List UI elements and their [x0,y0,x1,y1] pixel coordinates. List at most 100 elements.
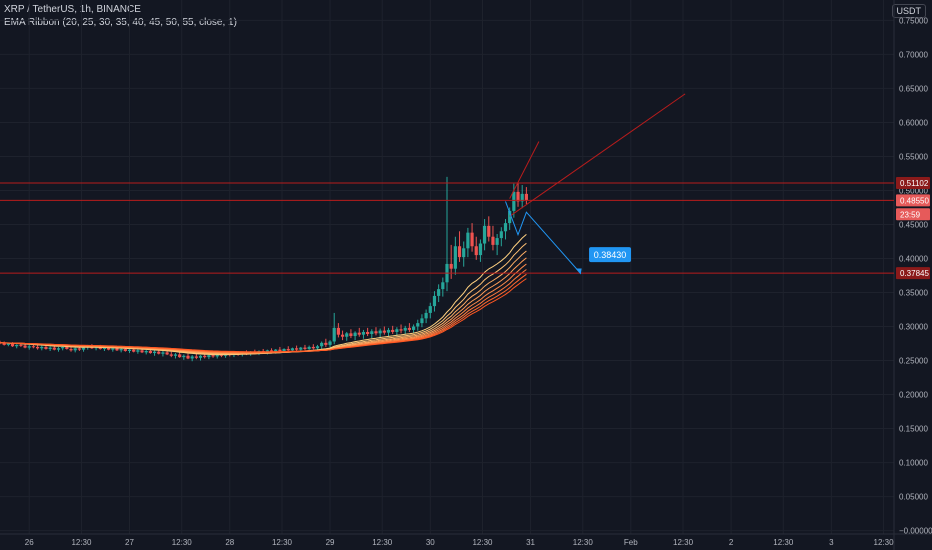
price-tick-label: 0.70000 [899,50,928,59]
candle-body [328,341,332,345]
axis-price-label-box [896,267,930,280]
candle-body [23,345,27,348]
candle-body [274,349,278,352]
candle-body [340,334,345,337]
candle-body [2,342,6,345]
candle-body [182,355,186,358]
candle-body [31,346,36,348]
trendline [509,141,540,199]
candle-body [77,348,81,350]
axis-price-label-box [896,194,930,207]
time-tick-label: 12:30 [172,538,193,547]
symbol-title: XRP / TetherUS, 1h, BINANCE [4,4,141,15]
candle-body [102,347,107,349]
candle-body [416,323,420,327]
candle-body [424,312,428,319]
candle-body [345,333,349,337]
price-tick-label: 0.60000 [899,118,928,127]
candle-body [132,349,136,352]
time-tick-label: 12:30 [71,538,92,547]
candle-body [65,346,69,349]
candle-body [290,348,295,351]
candle-body [278,349,282,352]
candle-body [462,248,466,258]
time-tick-label: 12:30 [874,538,895,547]
price-tick-label: 0.45000 [899,220,928,229]
price-tick-label: 0.20000 [899,391,928,400]
candle-body [324,342,328,345]
candle-body [374,331,378,334]
candle-body [474,246,478,256]
candle-body [382,330,386,333]
time-tick-label: Feb [624,538,638,547]
candle-body [370,331,374,335]
candle-body [148,351,152,354]
candle-body [10,343,15,347]
candle-body [161,352,165,354]
price-tick-label: 0.35000 [899,289,928,298]
currency-badge[interactable]: USDT [891,4,926,18]
time-tick-label: 12:30 [472,538,493,547]
candle-body [203,355,207,358]
candle-body [378,330,382,334]
price-tick-label: −0.00000 [899,527,932,536]
candle-body [194,356,198,358]
projection-path [505,201,582,274]
candle-body [395,329,399,332]
trendline [509,93,686,217]
time-tick-label: 28 [225,538,234,547]
candle-body [178,354,182,358]
time-tick-label: 26 [25,538,34,547]
candle-body [52,347,56,350]
candle-body [136,350,140,352]
time-tick-label: 12:30 [573,538,594,547]
candle-body [81,347,86,350]
candle-body [111,348,115,350]
candle-body [453,246,457,269]
time-tick-label: 12:30 [773,538,794,547]
axis-price-label-text: 0.37845 [900,269,929,278]
candle-body [295,348,299,350]
candle-body [353,332,357,337]
axis-price-label-text: 23:59 [900,210,921,219]
price-tick-label: 0.65000 [899,84,928,93]
candle-body [165,352,169,355]
candle-body [466,232,470,249]
candle-body [420,318,424,324]
candle-body [19,344,23,346]
candle-body [144,351,148,353]
candle-body [186,355,190,359]
candle-body [508,210,512,224]
price-tick-label: 0.55000 [899,152,928,161]
candle-body [457,246,462,258]
axis-price-label-box [896,208,930,221]
candle-body [449,263,453,269]
candle-body [320,342,324,347]
axis-price-label-text: 0.48550 [900,196,929,205]
candle-body [411,326,416,330]
candle-body [366,331,370,335]
price-tick-label: 0.25000 [899,357,928,366]
candle-body [386,329,391,333]
candle-body [470,232,474,247]
indicator-title: EMA Ribbon (20, 25, 30, 35, 40, 45, 50, … [4,17,237,28]
time-tick-label: 31 [526,538,535,547]
candle-body [311,346,315,349]
candle-body [441,282,445,290]
candle-body [407,327,412,330]
candle-body [127,349,132,352]
projection-arrowhead [575,268,582,275]
price-tick-label: 0.05000 [899,493,928,502]
candle-body [516,191,520,202]
candle-body [399,329,403,331]
ema-ribbon-line [0,278,527,353]
candle-body [190,356,194,359]
time-tick-label: 30 [426,538,435,547]
projection-label-box [589,247,632,263]
candle-body [211,355,215,357]
candle-body [73,348,77,351]
candle-body [198,355,203,358]
candle-body [315,346,320,349]
axis-price-label-box [896,176,930,189]
